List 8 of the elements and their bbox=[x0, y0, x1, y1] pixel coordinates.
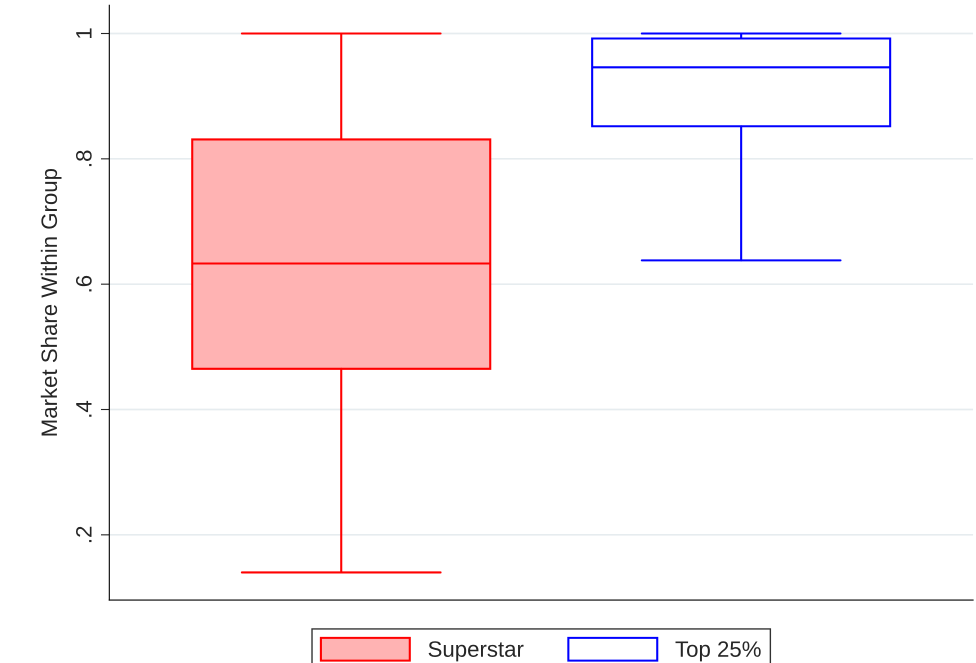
y-tick-label: .4 bbox=[76, 400, 92, 417]
y-axis-title: Market Share Within Group bbox=[40, 168, 62, 436]
y-tick-label: .8 bbox=[76, 150, 92, 166]
y-tick-label: .6 bbox=[76, 276, 92, 292]
y-tick-label: 1 bbox=[76, 28, 92, 38]
legend-label: Superstar bbox=[428, 641, 524, 662]
legend-label: Top 25% bbox=[676, 641, 761, 662]
y-tick-label: .2 bbox=[76, 526, 92, 542]
